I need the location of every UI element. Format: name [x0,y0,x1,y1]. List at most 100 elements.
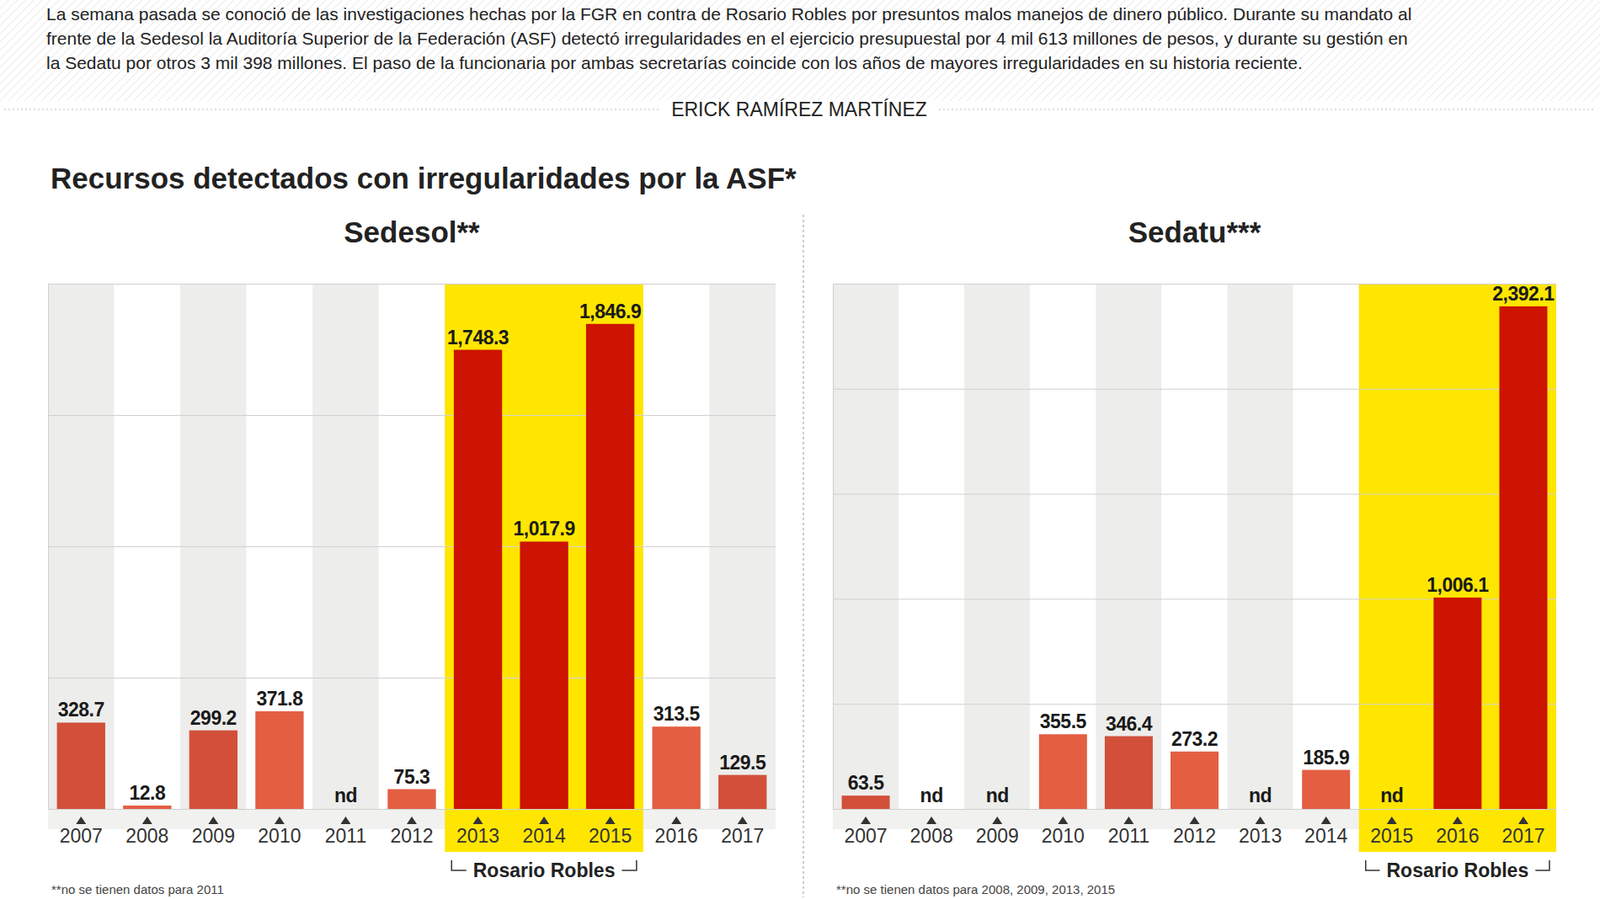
x-tick-label: 2011 [1108,825,1150,848]
author: ERICK RAMÍREZ MARTÍNEZ [671,98,928,121]
annotation-bracket [451,860,637,871]
x-tick-label: 2016 [1435,825,1479,848]
x-tick-label: 2014 [1304,825,1348,848]
x-tick-label: 2007 [843,825,887,848]
data-label: 328.7 [58,698,105,721]
data-label: nd [1380,784,1403,807]
grid-line [48,677,776,679]
column-stripe [1227,283,1294,810]
column-stripe [1490,283,1557,810]
bars [842,306,1548,810]
x-tick: 2013 [456,809,500,848]
column-stripe [832,283,899,810]
x-tick: 2010 [1041,809,1085,848]
x-tick: 2016 [655,809,699,848]
tick-mark [1189,816,1200,825]
x-tick: 2010 [257,809,301,848]
grid-tick [48,415,776,416]
tick-mark [1321,816,1332,825]
intro-line: la Sedatu por otros 3 mil 398 millones. … [46,53,1303,73]
annotations: Rosario Robles [1359,283,1557,882]
x-tick: 2007 [59,809,103,848]
grid [48,284,776,811]
column-stripe [1293,283,1360,810]
tick-mark [473,816,484,825]
data-label: 12.8 [128,782,166,805]
main-title: Recursos detectados con irregularidades … [50,161,797,195]
chart-title: Sedesol** [343,215,480,249]
bar [519,541,568,810]
data-label: 346.4 [1105,713,1153,736]
x-tick: 2008 [910,809,954,848]
grid-line [48,546,776,548]
x-tick: 2017 [1501,809,1545,848]
grid-tick [832,389,1557,390]
x-tick-label: 2015 [588,825,632,848]
bar [122,805,171,810]
column-stripe [576,283,644,810]
data-label: 75.3 [394,766,431,789]
x-tick-label: 2017 [1501,825,1545,848]
data-label: 2,392.1 [1492,282,1555,305]
tick-mark [860,816,871,825]
y-axis-line [832,284,834,811]
data-label: 355.5 [1040,710,1088,733]
x-tick-label: 2010 [257,825,301,848]
data-label: 1,748.3 [447,326,509,349]
bar [1498,306,1547,810]
bar [842,795,891,810]
x-tick: 2009 [192,809,235,848]
x-tick: 2017 [720,809,764,848]
grid-line [832,494,1557,496]
x-tick-label: 2013 [456,825,500,848]
data-label: 313.5 [653,703,701,726]
tick-mark [208,816,219,825]
x-tick: 2014 [522,809,566,848]
bar [1170,752,1219,810]
data-label: 185.9 [1302,746,1350,769]
bar [255,711,304,810]
grid-line [48,809,776,811]
column-stripe [1161,283,1227,810]
x-tick: 2008 [125,809,169,848]
grid-tick [832,494,1557,496]
grid-tick [832,809,1557,811]
x-tick-label: 2008 [910,825,954,848]
bar [586,324,635,810]
data-label: nd [1248,784,1272,807]
bar [652,726,701,810]
tick-mark [1518,816,1529,825]
data-label: 1,017.9 [512,517,575,540]
infographic: La semana pasada se conoció de las inves… [0,0,1600,899]
x-tick: 2013 [1238,809,1282,848]
x-tick-label: 2009 [976,825,1019,848]
tick-mark [1255,816,1266,825]
highlight-band [1359,283,1557,853]
grid-line [832,283,1557,285]
data-labels: 63.5ndnd355.5346.4273.2nd185.9nd1,006.12… [848,282,1556,807]
data-labels: 328.712.8299.2371.8nd75.31,748.31,017.91… [58,300,767,807]
header-background [0,0,1600,102]
x-tick-label: 2011 [325,825,367,848]
bar [1301,770,1350,810]
x-axis: 2007200820092010201120122013201420152016… [833,809,1558,848]
grid [832,284,1557,811]
divider [803,214,805,898]
grid-tick [48,809,776,811]
data-label: 63.5 [848,772,885,795]
data-label: 273.2 [1171,728,1218,751]
bar [718,775,767,810]
intro-line: La semana pasada se conoció de las inves… [46,4,1412,24]
x-tick-label: 2010 [1041,825,1085,848]
x-tick-label: 2012 [1173,825,1216,848]
x-tick: 2009 [976,809,1019,848]
x-tick-label: 2007 [59,825,103,848]
data-label: 299.2 [190,707,237,730]
column-stripe [1029,283,1096,810]
column-stripe [898,283,965,810]
column-stripe [964,283,1030,810]
tick-mark [926,816,937,825]
x-tick: 2007 [843,809,887,848]
grid-tick [48,677,776,679]
data-label: 129.5 [719,752,767,774]
